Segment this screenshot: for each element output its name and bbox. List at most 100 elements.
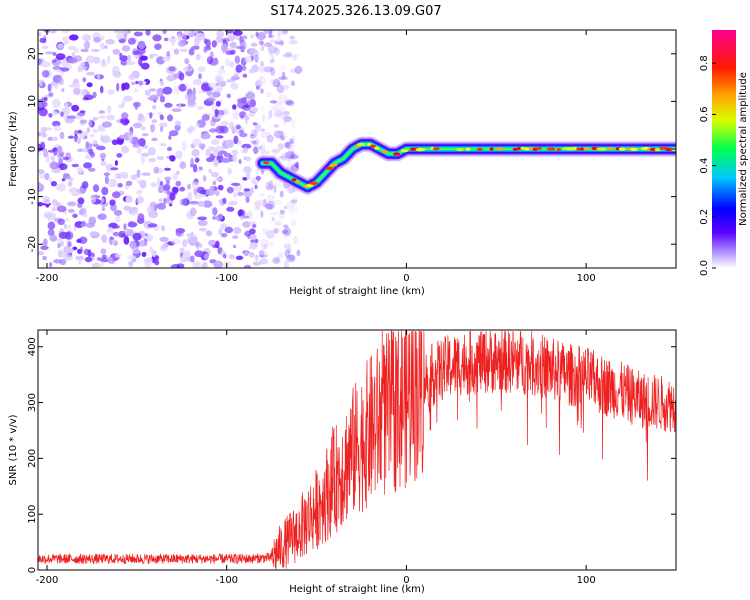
noise-blob: [272, 150, 279, 157]
noise-blob: [125, 195, 133, 204]
noise-blob: [106, 257, 113, 261]
noise-blob: [92, 128, 99, 133]
noise-blob: [82, 34, 92, 42]
noise-blob: [261, 114, 266, 123]
noise-blob: [137, 40, 146, 50]
noise-blob: [186, 71, 193, 77]
noise-blob: [280, 64, 287, 71]
noise-blob: [215, 240, 220, 249]
noise-blob: [281, 229, 289, 235]
noise-blob: [270, 67, 276, 76]
noise-blob: [98, 115, 106, 119]
noise-blob: [154, 260, 160, 266]
noise-blob: [262, 199, 267, 207]
noise-blob: [269, 59, 275, 64]
noise-blob: [121, 112, 129, 120]
signal-peak: [528, 146, 534, 151]
noise-blob: [73, 47, 80, 54]
noise-blob: [227, 168, 232, 175]
snr-xtick-label: 0: [403, 575, 409, 586]
noise-blob: [276, 105, 286, 113]
noise-blob: [258, 40, 264, 46]
noise-blob: [104, 175, 109, 185]
noise-blob: [197, 220, 208, 227]
noise-blob: [67, 45, 77, 51]
noise-blob: [87, 249, 92, 258]
noise-blob: [88, 167, 96, 172]
noise-blob: [128, 260, 134, 268]
noise-blob: [77, 111, 86, 117]
noise-blob: [73, 87, 81, 96]
noise-blob: [220, 223, 228, 228]
noise-blob: [230, 49, 236, 55]
noise-blob: [265, 181, 271, 191]
noise-blob: [260, 60, 264, 67]
noise-blob: [56, 183, 66, 192]
noise-blob: [132, 50, 140, 56]
noise-blob: [255, 80, 262, 88]
noise-blob: [267, 45, 278, 54]
noise-blob: [66, 63, 72, 70]
noise-blob: [57, 218, 65, 225]
noise-blob: [86, 127, 91, 133]
noise-blob: [38, 107, 48, 117]
noise-blob: [151, 137, 158, 142]
noise-blob: [275, 220, 281, 227]
noise-blob: [40, 245, 49, 250]
noise-blob: [95, 145, 106, 151]
noise-blob: [159, 114, 164, 121]
noise-blob: [179, 186, 186, 192]
noise-blob: [129, 206, 138, 211]
noise-blob: [271, 55, 275, 61]
noise-blob: [63, 223, 67, 230]
noise-blob: [101, 121, 112, 128]
noise-blob: [259, 254, 268, 258]
noise-blob: [119, 52, 123, 58]
noise-blob: [259, 258, 269, 265]
noise-blob: [62, 156, 69, 161]
signal-peak: [456, 147, 464, 152]
noise-blob: [47, 136, 54, 141]
noise-blob: [273, 111, 282, 119]
noise-blob: [110, 167, 119, 171]
noise-blob: [127, 37, 136, 45]
noise-blob: [43, 149, 49, 158]
noise-blob: [159, 236, 169, 242]
noise-blob: [93, 56, 101, 64]
noise-blob: [99, 42, 105, 50]
noise-blob: [197, 66, 206, 72]
noise-blob: [116, 82, 120, 92]
noise-blob: [273, 228, 279, 234]
noise-blob: [178, 72, 185, 81]
noise-blob: [116, 153, 123, 158]
noise-blob: [198, 166, 203, 171]
noise-blob: [242, 35, 248, 40]
noise-blob: [185, 256, 191, 262]
noise-blob: [90, 252, 95, 258]
noise-blob: [77, 248, 83, 254]
noise-blob: [67, 135, 75, 139]
noise-blob: [271, 216, 276, 222]
noise-blob: [281, 71, 286, 80]
noise-blob: [136, 217, 145, 224]
snr-panel: -200 -100 0 100 0 100 200 300 400 Height of str…: [8, 329, 677, 595]
noise-blob: [260, 128, 265, 132]
noise-blob: [264, 42, 273, 47]
noise-blob: [221, 157, 231, 163]
noise-blob: [249, 234, 257, 241]
noise-blob: [89, 231, 99, 237]
noise-blob: [39, 37, 47, 44]
noise-blob: [215, 125, 225, 134]
signal-peak: [618, 147, 626, 151]
colorbar-tick-label: 0.2: [699, 209, 710, 225]
noise-blob: [260, 46, 264, 51]
noise-blob: [294, 65, 303, 74]
noise-blob: [108, 179, 117, 188]
noise-blob: [248, 251, 255, 258]
noise-blob: [82, 148, 89, 153]
noise-blob: [113, 30, 124, 34]
noise-blob: [168, 66, 176, 72]
noise-blob: [162, 30, 167, 35]
noise-blob: [296, 249, 301, 257]
noise-blob: [69, 34, 79, 41]
